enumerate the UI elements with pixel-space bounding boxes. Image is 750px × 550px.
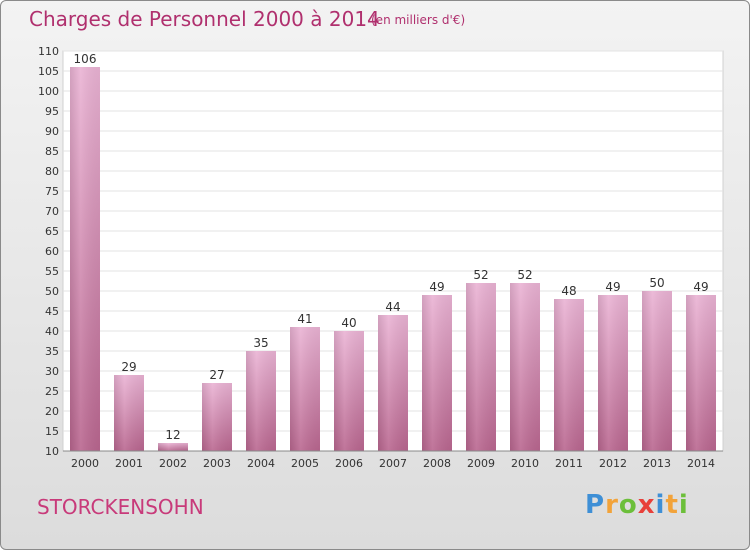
- value-label: 49: [429, 280, 444, 294]
- bar-shade: [466, 283, 496, 451]
- bar-shade: [378, 315, 408, 451]
- logo-letter: i: [655, 490, 666, 520]
- value-label: 106: [74, 52, 97, 66]
- commune-name: STORCKENSOHN: [37, 495, 204, 519]
- y-tick-label: 20: [45, 405, 59, 418]
- x-tick-label: 2014: [687, 457, 715, 470]
- y-tick-label: 15: [45, 425, 59, 438]
- x-axis-labels: 2000 2001 2002 2003 2004 2005 2006 2007 2008 2009…: [71, 457, 715, 470]
- bar-shade: [334, 331, 364, 451]
- logo-letter: P: [585, 490, 606, 520]
- y-tick-label: 65: [45, 225, 59, 238]
- x-tick-label: 2010: [511, 457, 539, 470]
- y-tick-label: 100: [38, 85, 59, 98]
- x-tick-label: 2003: [203, 457, 231, 470]
- x-tick-label: 2004: [247, 457, 275, 470]
- x-tick-label: 2013: [643, 457, 671, 470]
- x-tick-label: 2005: [291, 457, 319, 470]
- x-tick-label: 2007: [379, 457, 407, 470]
- unit-note: (en milliers d'€): [371, 13, 466, 27]
- y-tick-label: 55: [45, 265, 59, 278]
- y-axis-labels: 10 15 20 25 30 35 40 45 50 55 60 65 70 75 80 85 90 95 100 1…: [38, 45, 59, 458]
- bar-shade: [290, 327, 320, 451]
- value-label: 40: [341, 316, 356, 330]
- y-tick-label: 40: [45, 325, 59, 338]
- value-label: 48: [561, 284, 576, 298]
- bar-shade: [114, 375, 144, 451]
- bar-shade: [158, 443, 188, 451]
- x-tick-label: 2000: [71, 457, 99, 470]
- value-label: 49: [693, 280, 708, 294]
- y-tick-label: 25: [45, 385, 59, 398]
- y-tick-label: 95: [45, 105, 59, 118]
- bar-shade: [554, 299, 584, 451]
- y-tick-label: 60: [45, 245, 59, 258]
- value-label: 50: [649, 276, 664, 290]
- y-tick-label: 35: [45, 345, 59, 358]
- bar-shade: [422, 295, 452, 451]
- value-label: 44: [385, 300, 400, 314]
- value-label: 49: [605, 280, 620, 294]
- bar-shade: [510, 283, 540, 451]
- x-tick-label: 2011: [555, 457, 583, 470]
- value-label: 29: [121, 360, 136, 374]
- logo-letter: t: [665, 490, 679, 520]
- chart-title: Charges de Personnel 2000 à 2014: [29, 7, 380, 31]
- x-tick-label: 2002: [159, 457, 187, 470]
- bar-shade: [70, 67, 100, 451]
- bar-shade: [642, 291, 672, 451]
- value-label: 12: [165, 428, 180, 442]
- x-tick-label: 2001: [115, 457, 143, 470]
- x-tick-label: 2008: [423, 457, 451, 470]
- bar-shade: [246, 351, 276, 451]
- bars: [70, 67, 716, 451]
- proxiti-logo: Proxiti: [585, 490, 689, 520]
- y-tick-label: 70: [45, 205, 59, 218]
- logo-letter: o: [618, 490, 638, 520]
- y-tick-label: 110: [38, 45, 59, 58]
- bar-shade: [202, 383, 232, 451]
- y-tick-label: 75: [45, 185, 59, 198]
- logo-letter: r: [605, 490, 619, 520]
- bar-shade: [686, 295, 716, 451]
- value-label: 27: [209, 368, 224, 382]
- value-label: 41: [297, 312, 312, 326]
- x-tick-label: 2009: [467, 457, 495, 470]
- y-tick-label: 90: [45, 125, 59, 138]
- value-label: 35: [253, 336, 268, 350]
- x-tick-label: 2012: [599, 457, 627, 470]
- y-tick-label: 85: [45, 145, 59, 158]
- logo-letter: x: [637, 490, 656, 520]
- logo-letter: i: [678, 490, 689, 520]
- value-label: 52: [473, 268, 488, 282]
- x-tick-label: 2006: [335, 457, 363, 470]
- bar-shade: [598, 295, 628, 451]
- y-tick-label: 105: [38, 65, 59, 78]
- y-tick-label: 45: [45, 305, 59, 318]
- y-tick-label: 10: [45, 445, 59, 458]
- y-tick-label: 50: [45, 285, 59, 298]
- y-tick-label: 80: [45, 165, 59, 178]
- y-tick-label: 30: [45, 365, 59, 378]
- value-label: 52: [517, 268, 532, 282]
- value-labels: 106 29 12 27 35 41 40 44 49 52 52 48 49 50 49: [74, 52, 709, 442]
